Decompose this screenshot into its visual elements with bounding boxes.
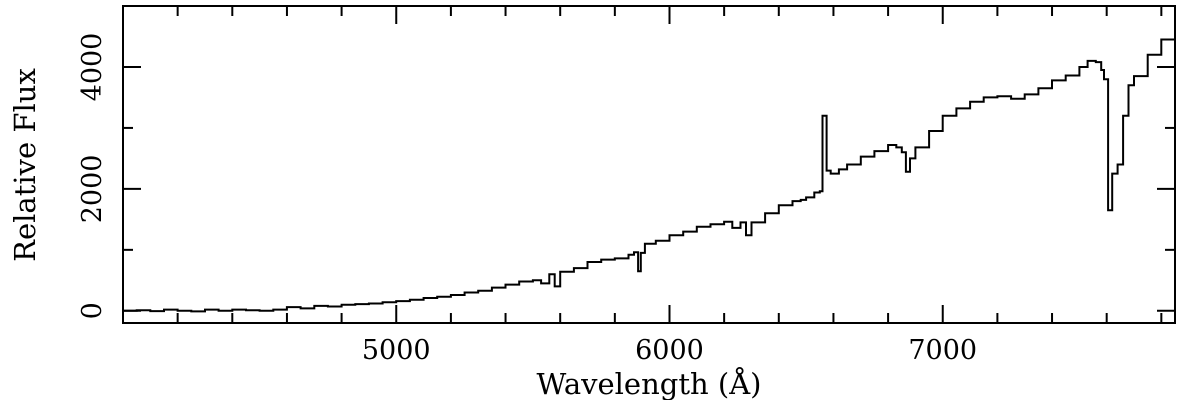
y-tick-label: 0 [77,302,108,319]
y-axis-title: Relative Flux [8,68,42,262]
x-tick-label: 6000 [635,335,704,366]
x-tick-label: 7000 [908,335,977,366]
y-tick-label: 2000 [77,155,108,224]
y-tick-label: 4000 [77,33,108,102]
spectrum-line [123,33,1176,313]
x-axis-title: Wavelength (Å) [537,366,762,400]
axis-ticks [123,6,1175,323]
plot-frame [122,5,1176,324]
x-tick-label: 5000 [362,335,431,366]
tick-labels: 5000 6000 7000 0 2000 4000 [77,33,977,366]
